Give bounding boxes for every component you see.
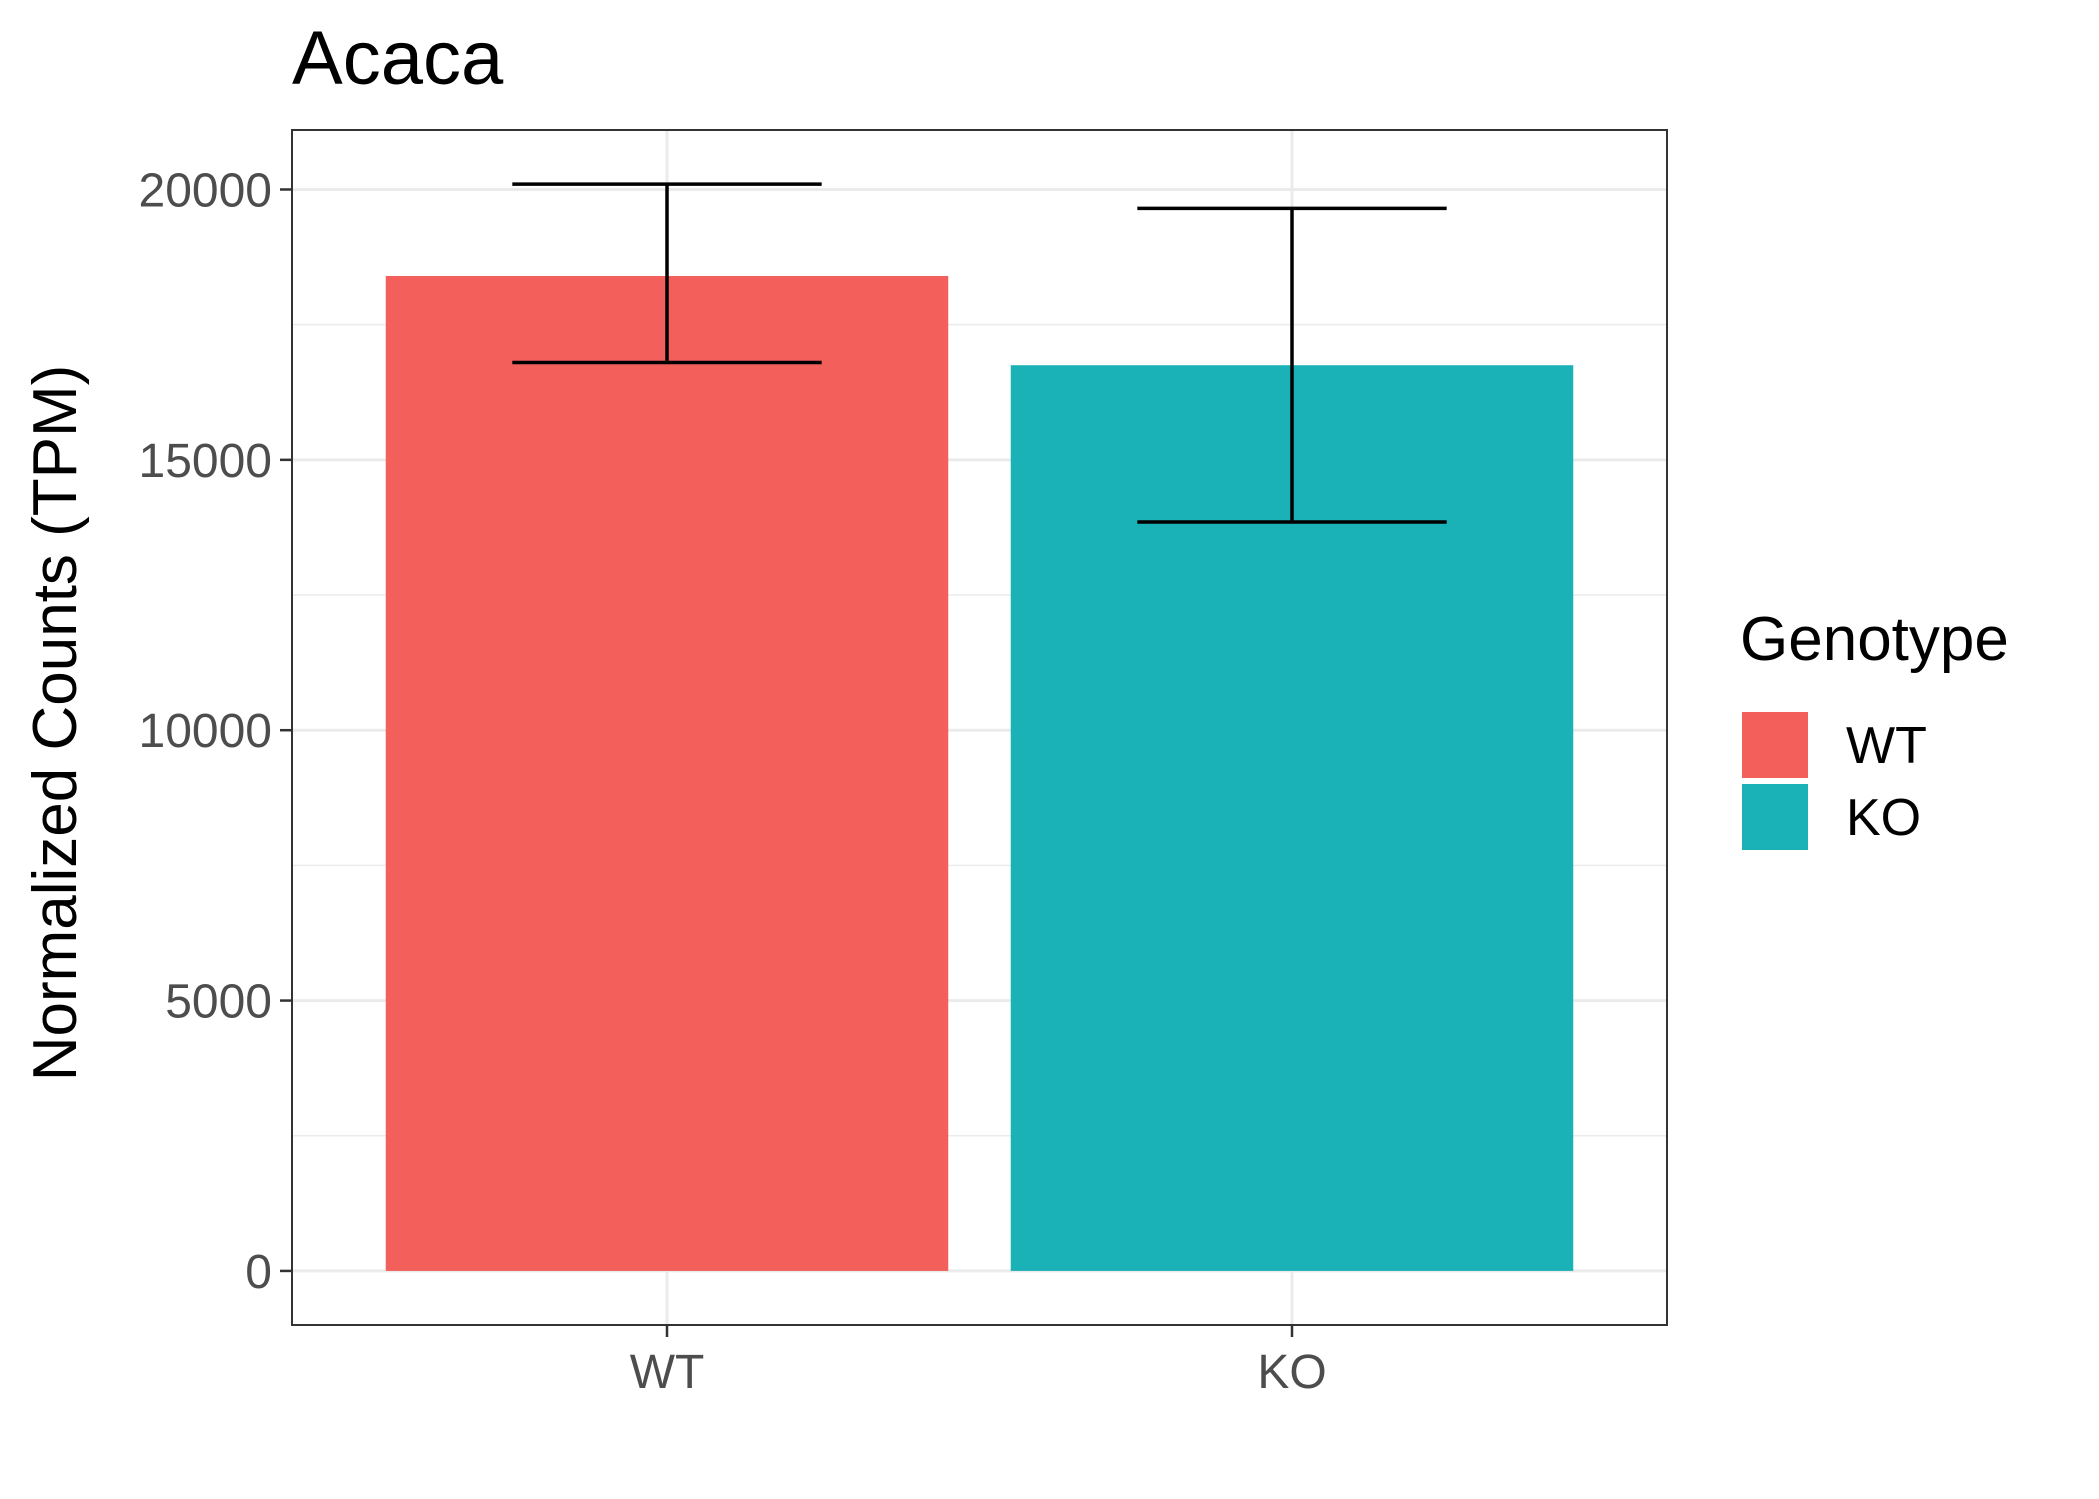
panel-border xyxy=(291,129,1668,1326)
y-tick-label: 15000 xyxy=(139,435,272,488)
y-tick-label: 10000 xyxy=(139,705,272,758)
legend-key-ko xyxy=(1742,784,1808,850)
chart-title: Acaca xyxy=(292,16,504,101)
y-axis: 0 5000 10000 15000 20000 xyxy=(139,164,292,1299)
legend-items: WT KO xyxy=(1742,712,1927,850)
x-axis: WT KO xyxy=(630,1325,1327,1399)
x-tick-label: KO xyxy=(1257,1346,1326,1399)
plot-panel xyxy=(291,129,1668,1326)
legend-key-wt xyxy=(1742,712,1808,778)
x-tick-label: WT xyxy=(630,1346,705,1399)
error-bar-ko xyxy=(1137,206,1447,524)
legend: Genotype WT KO xyxy=(1740,605,2009,850)
legend-title: Genotype xyxy=(1740,605,2009,674)
legend-label: KO xyxy=(1846,789,1921,847)
legend-item-ko: KO xyxy=(1742,784,1921,850)
error-bar-wt xyxy=(512,182,822,365)
y-tick-label: 20000 xyxy=(139,164,272,217)
legend-label: WT xyxy=(1846,717,1927,775)
legend-item-wt: WT xyxy=(1742,712,1927,778)
bar-wt xyxy=(385,275,949,1271)
y-axis-label: Normalized Counts (TPM) xyxy=(21,365,90,1082)
y-tick-label: 0 xyxy=(245,1246,272,1299)
y-tick-label: 5000 xyxy=(165,976,272,1029)
error-bars xyxy=(512,182,1447,524)
